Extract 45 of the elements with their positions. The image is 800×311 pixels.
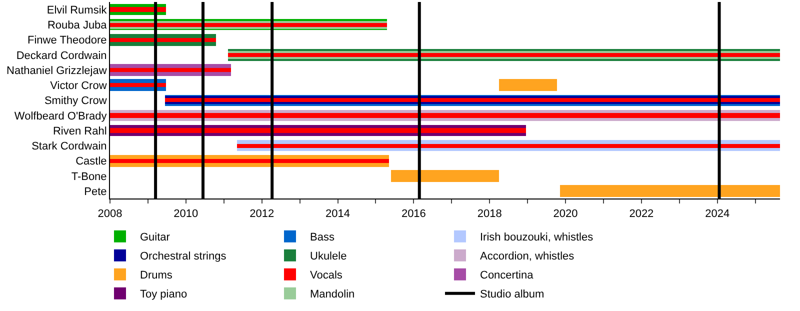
y-tick-label: Finwe Theodore bbox=[28, 34, 107, 47]
x-tick-label: 2024 bbox=[705, 208, 730, 220]
x-tick-label: 2018 bbox=[477, 208, 502, 220]
y-tick-label: Pete bbox=[84, 186, 107, 198]
legend-label: Bass bbox=[310, 232, 335, 244]
legend-label: Orchestral strings bbox=[140, 250, 227, 263]
x-tick-label: 2012 bbox=[250, 208, 274, 220]
bar bbox=[110, 113, 780, 118]
bar bbox=[110, 68, 231, 72]
bar bbox=[110, 159, 389, 163]
x-tick-label: 2020 bbox=[553, 208, 578, 220]
x-tick-label: 2022 bbox=[629, 208, 654, 220]
bar bbox=[560, 185, 780, 197]
y-tick-label: Stark Cordwain bbox=[32, 140, 107, 153]
y-tick-label: Rouba Juba bbox=[47, 20, 108, 32]
bar bbox=[110, 7, 166, 12]
y-tick-label: Castle bbox=[76, 156, 107, 168]
y-tick-label: Deckard Cordwain bbox=[16, 50, 107, 62]
y-tick-label: Elvil Rumsik bbox=[46, 4, 108, 16]
y-tick-label: T-Bone bbox=[71, 170, 107, 183]
x-tick-label: 2010 bbox=[174, 208, 198, 220]
bar bbox=[237, 144, 780, 148]
bar bbox=[391, 170, 499, 182]
y-tick-label: Smithy Crow bbox=[44, 95, 107, 108]
legend-label: Drums bbox=[140, 270, 173, 282]
y-tick-label: Riven Rahl bbox=[52, 125, 107, 138]
x-tick-label: 2014 bbox=[326, 208, 350, 220]
x-tick-label: 2008 bbox=[98, 208, 122, 220]
x-tick-label: 2016 bbox=[401, 208, 426, 220]
legend-label: Guitar bbox=[140, 232, 170, 244]
legend-label: Accordion, whistles bbox=[480, 250, 575, 263]
y-tick-label: Wolfbeard O'Brady bbox=[14, 110, 108, 122]
legend-label: Concertina bbox=[480, 270, 534, 282]
y-tick-label: Victor Crow bbox=[50, 80, 107, 92]
bar bbox=[110, 38, 216, 42]
legend-label: Studio album bbox=[480, 288, 544, 301]
legend-label: Irish bouzouki, whistles bbox=[480, 232, 594, 244]
bar bbox=[110, 83, 166, 87]
bar bbox=[110, 128, 526, 133]
legend-label: Ukulele bbox=[310, 250, 347, 263]
legend-label: Vocals bbox=[310, 270, 343, 282]
legend-label: Mandolin bbox=[310, 288, 355, 301]
y-tick-label: Nathaniel Grizzlejaw bbox=[6, 64, 107, 77]
bar bbox=[499, 79, 557, 91]
legend-label: Toy piano bbox=[140, 288, 188, 301]
